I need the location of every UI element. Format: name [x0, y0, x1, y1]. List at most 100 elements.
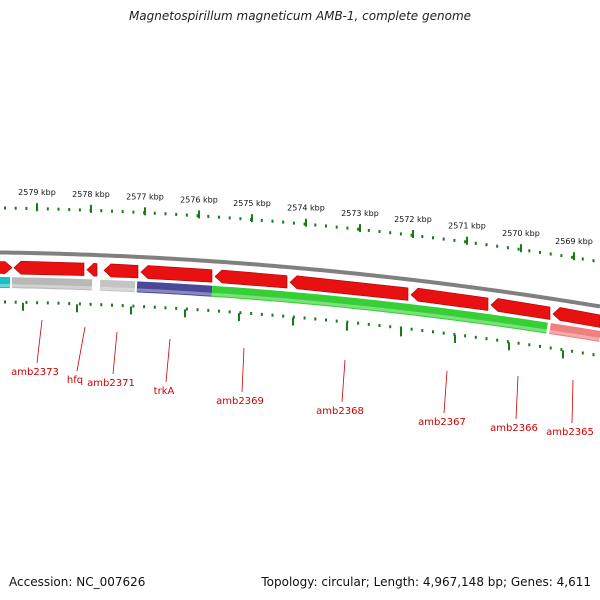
label-leader-line — [241, 347, 245, 393]
gene-labels: amb2373 hfq amb2371 trkA amb2369 amb2368 amb23… — [11, 319, 594, 438]
inner-scale-dot — [517, 341, 520, 345]
inner-scale-major-tick — [400, 328, 402, 337]
scale-dot — [196, 214, 199, 218]
scale-dot — [228, 216, 231, 220]
scale-dot — [517, 247, 520, 251]
feature-segment-amb2365 — [549, 323, 600, 342]
feature-segment-trkA — [136, 281, 213, 297]
label-leader-line — [443, 370, 448, 414]
inner-scale-major-tick — [562, 350, 564, 359]
scale-dot — [132, 210, 135, 214]
scale-dot — [506, 246, 509, 250]
scale-dot — [218, 215, 220, 219]
gene-label: amb2368 — [316, 406, 364, 417]
inner-scale-major-tick — [76, 304, 78, 313]
scale-dot — [549, 252, 552, 256]
scale-tick-label: 2571 kbp — [448, 222, 486, 231]
genome-title: Magnetospirillum magneticum AMB-1, compl… — [128, 9, 472, 23]
scale-dot — [367, 228, 370, 232]
inner-scale-major-tick — [22, 302, 24, 311]
scale-dot — [528, 249, 531, 253]
inner-scale-dot — [442, 331, 445, 335]
inner-scale-dot — [539, 344, 541, 348]
scale-dot — [571, 255, 574, 259]
inner-scale-dot — [228, 310, 231, 314]
inner-scale-dot — [68, 302, 71, 306]
inner-scale-dot — [196, 308, 199, 312]
inner-scale-dot — [292, 315, 295, 319]
scale-dot — [325, 224, 327, 228]
scale-major-tick — [36, 203, 38, 212]
inner-scale-dot — [432, 330, 434, 334]
scale-dot — [560, 254, 563, 258]
inner-scale-dot — [239, 311, 242, 315]
gene-label: hfq — [67, 375, 83, 386]
scale-dot — [421, 235, 424, 238]
inner-scale-dot — [218, 309, 220, 313]
feature-segment-shade — [211, 292, 548, 333]
scale-dot — [464, 240, 467, 244]
inner-scale-dot — [496, 338, 499, 342]
inner-scale-dot — [271, 313, 274, 317]
label-leader-line — [515, 375, 519, 420]
inner-scale-dot — [260, 312, 263, 316]
inner-scale-dot — [25, 300, 28, 304]
inner-scale-dot — [399, 326, 402, 330]
cds-arrow — [410, 287, 489, 311]
inner-scale-dot — [485, 337, 488, 341]
scale-dot — [378, 230, 381, 233]
inner-scale-dot — [100, 303, 103, 307]
scale-tick-label: 2570 kbp — [502, 229, 540, 238]
scale-dot — [432, 236, 434, 240]
gene-label: amb2367 — [418, 417, 466, 428]
cds-arrow — [86, 262, 98, 277]
scale-dot — [282, 220, 285, 224]
inner-scale-dot — [282, 314, 285, 318]
scale-tick-label: 2579 kbp — [18, 188, 56, 197]
feature-track — [0, 250, 600, 342]
inner-scale-dot — [207, 308, 210, 312]
feature-segment-amb2369-2367 — [211, 285, 548, 334]
inner-scale-dot — [111, 303, 113, 307]
scale-dot — [453, 238, 456, 242]
scale-dot — [442, 237, 445, 241]
inner-scale-dot — [421, 329, 424, 332]
inner-scale-dot — [78, 302, 81, 306]
inner-scale-dot — [389, 325, 392, 329]
inner-scale-major-tick — [184, 309, 186, 318]
scale-dot — [303, 222, 306, 226]
scale-dot — [271, 219, 274, 223]
inner-scale-dot — [46, 301, 49, 305]
gene-label: trkA — [154, 386, 175, 397]
scale-dot — [207, 214, 210, 218]
feature-segment-gray-feature — [11, 277, 93, 291]
inner-scale-dot — [410, 327, 413, 331]
inner-scale-dot — [528, 343, 531, 347]
inner-scale-dot — [560, 348, 563, 352]
inner-scale-dot — [378, 324, 381, 327]
scale-dot — [25, 206, 28, 210]
scale-major-tick — [251, 214, 253, 223]
feature-segment-shade — [99, 286, 136, 292]
accession-label: Accession: NC_007626 — [9, 575, 146, 589]
inner-scale-dot — [335, 319, 338, 323]
scale-dot — [164, 212, 167, 216]
scale-dot — [357, 227, 360, 231]
scale-dot — [314, 223, 317, 227]
inner-scale-dot — [185, 307, 188, 311]
scale-major-tick — [520, 244, 522, 253]
scale-dot — [485, 243, 488, 247]
feature-segment-shade — [549, 330, 600, 341]
scale-tick-label: 2576 kbp — [180, 195, 218, 204]
scale-dot — [175, 212, 178, 216]
label-leader-line — [76, 326, 86, 372]
scale-dot — [410, 233, 413, 237]
scale-major-tick — [359, 224, 361, 233]
scale-dot — [121, 210, 124, 214]
inner-scale-dot — [175, 306, 178, 310]
cds-arrow — [289, 275, 409, 301]
scale-tick-label: 2575 kbp — [233, 199, 271, 208]
inner-scale-dot — [153, 305, 156, 309]
scale-dot — [14, 206, 17, 210]
